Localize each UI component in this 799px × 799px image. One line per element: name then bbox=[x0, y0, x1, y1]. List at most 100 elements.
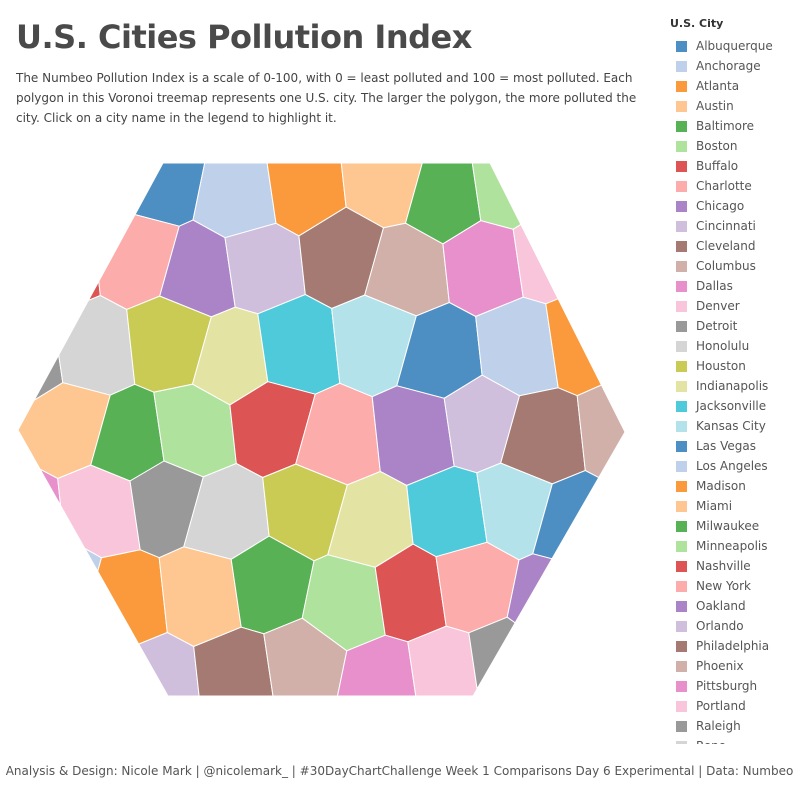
legend-swatch bbox=[676, 140, 687, 152]
legend-item[interactable]: Madison bbox=[670, 476, 795, 496]
legend-label: Jacksonville bbox=[696, 399, 767, 413]
legend-swatch bbox=[676, 260, 687, 272]
legend-item[interactable]: Nashville bbox=[670, 556, 795, 576]
city-polygon[interactable] bbox=[257, 293, 341, 395]
legend-item[interactable]: Buffalo bbox=[670, 156, 795, 176]
legend-label: New York bbox=[696, 579, 751, 593]
legend-swatch bbox=[676, 680, 687, 692]
city-polygon[interactable] bbox=[468, 616, 516, 691]
legend-item[interactable]: Indianapolis bbox=[670, 376, 795, 396]
legend-item[interactable]: Jacksonville bbox=[670, 396, 795, 416]
legend-item[interactable]: Chicago bbox=[670, 196, 795, 216]
legend-item[interactable]: Dallas bbox=[670, 276, 795, 296]
legend-item[interactable]: Cleveland bbox=[670, 236, 795, 256]
legend-swatch bbox=[676, 700, 687, 712]
legend-item[interactable]: Portland bbox=[670, 696, 795, 716]
legend: U.S. City Albuquerque Anchorage Atlanta Aus… bbox=[670, 16, 795, 744]
legend-swatch bbox=[676, 420, 687, 432]
legend-swatch bbox=[676, 200, 687, 212]
legend-item[interactable]: Philadelphia bbox=[670, 636, 795, 656]
legend-label: Denver bbox=[696, 299, 740, 313]
legend-label: Chicago bbox=[696, 199, 745, 213]
legend-label: Minneapolis bbox=[696, 539, 768, 553]
city-polygon[interactable] bbox=[58, 294, 136, 396]
legend-swatch bbox=[676, 640, 687, 652]
legend-swatch bbox=[676, 240, 687, 252]
legend-label: Milwaukee bbox=[696, 519, 760, 533]
legend-item[interactable]: Milwaukee bbox=[670, 516, 795, 536]
legend-label: Cincinnati bbox=[696, 219, 756, 233]
legend-item[interactable]: Kansas City bbox=[670, 416, 795, 436]
legend-item[interactable]: Houston bbox=[670, 356, 795, 376]
legend-item[interactable]: Atlanta bbox=[670, 76, 795, 96]
legend-swatch bbox=[676, 380, 687, 392]
legend-item[interactable]: Cincinnati bbox=[670, 216, 795, 236]
legend-item[interactable]: New York bbox=[670, 576, 795, 596]
legend-label: Houston bbox=[696, 359, 746, 373]
legend-swatch bbox=[676, 520, 687, 532]
legend-item[interactable]: Orlando bbox=[670, 616, 795, 636]
legend-swatch bbox=[676, 500, 687, 512]
legend-item[interactable]: Anchorage bbox=[670, 56, 795, 76]
legend-swatch bbox=[676, 340, 687, 352]
legend-item[interactable]: Columbus bbox=[670, 256, 795, 276]
legend-swatch bbox=[676, 600, 687, 612]
city-polygon[interactable] bbox=[97, 549, 168, 645]
legend-label: Orlando bbox=[696, 619, 744, 633]
legend-swatch bbox=[676, 80, 687, 92]
legend-label: Columbus bbox=[696, 259, 756, 273]
legend-swatch bbox=[676, 300, 687, 312]
legend-swatch bbox=[676, 100, 687, 112]
legend-item[interactable]: Charlotte bbox=[670, 176, 795, 196]
legend-swatch bbox=[676, 220, 687, 232]
legend-label: Detroit bbox=[696, 319, 738, 333]
legend-label: Las Vegas bbox=[696, 439, 756, 453]
legend-item[interactable]: Baltimore bbox=[670, 116, 795, 136]
voronoi-cells bbox=[17, 162, 626, 697]
legend-swatch bbox=[676, 720, 687, 732]
legend-item[interactable]: Raleigh bbox=[670, 716, 795, 736]
legend-swatch bbox=[676, 360, 687, 372]
legend-item[interactable]: Honolulu bbox=[670, 336, 795, 356]
legend-item[interactable]: Miami bbox=[670, 496, 795, 516]
legend-label: Indianapolis bbox=[696, 379, 769, 393]
legend-item[interactable]: Pittsburgh bbox=[670, 676, 795, 696]
legend-swatch bbox=[676, 480, 687, 492]
legend-item[interactable]: Minneapolis bbox=[670, 536, 795, 556]
footer-credits: Analysis & Design: Nicole Mark | @nicole… bbox=[5, 764, 794, 778]
legend-item[interactable]: Los Angeles bbox=[670, 456, 795, 476]
legend-swatch bbox=[676, 160, 687, 172]
legend-label: Charlotte bbox=[696, 179, 752, 193]
legend-swatch bbox=[676, 560, 687, 572]
legend-swatch bbox=[676, 60, 687, 72]
city-polygon[interactable] bbox=[158, 546, 242, 648]
legend-item[interactable]: Albuquerque bbox=[670, 36, 795, 56]
legend-swatch bbox=[676, 40, 687, 52]
city-polygon[interactable] bbox=[506, 553, 553, 624]
city-polygon[interactable] bbox=[532, 469, 600, 560]
legend-label: Atlanta bbox=[696, 79, 740, 93]
legend-swatch bbox=[676, 120, 687, 132]
legend-item[interactable]: Oakland bbox=[670, 596, 795, 616]
legend-item[interactable]: Austin bbox=[670, 96, 795, 116]
legend-label: Kansas City bbox=[696, 419, 766, 433]
legend-swatch bbox=[676, 280, 687, 292]
city-polygon[interactable] bbox=[371, 385, 455, 487]
legend-item[interactable]: Boston bbox=[670, 136, 795, 156]
city-polygon[interactable] bbox=[576, 384, 626, 479]
legend-label: Cleveland bbox=[696, 239, 756, 253]
legend-label: Miami bbox=[696, 499, 733, 513]
legend-label: Buffalo bbox=[696, 159, 739, 173]
legend-label: Pittsburgh bbox=[696, 679, 758, 693]
legend-label: Portland bbox=[696, 699, 746, 713]
legend-item[interactable]: Phoenix bbox=[670, 656, 795, 676]
legend-item[interactable]: Denver bbox=[670, 296, 795, 316]
legend-label: Anchorage bbox=[696, 59, 761, 73]
legend-item[interactable]: Reno bbox=[670, 736, 795, 744]
legend-list: Albuquerque Anchorage Atlanta Austin Baltimo… bbox=[670, 36, 795, 744]
legend-item[interactable]: Detroit bbox=[670, 316, 795, 336]
legend-swatch bbox=[676, 580, 687, 592]
chart-description: The Numbeo Pollution Index is a scale of… bbox=[16, 71, 637, 125]
page-title: U.S. Cities Pollution Index bbox=[16, 18, 472, 56]
legend-item[interactable]: Las Vegas bbox=[670, 436, 795, 456]
